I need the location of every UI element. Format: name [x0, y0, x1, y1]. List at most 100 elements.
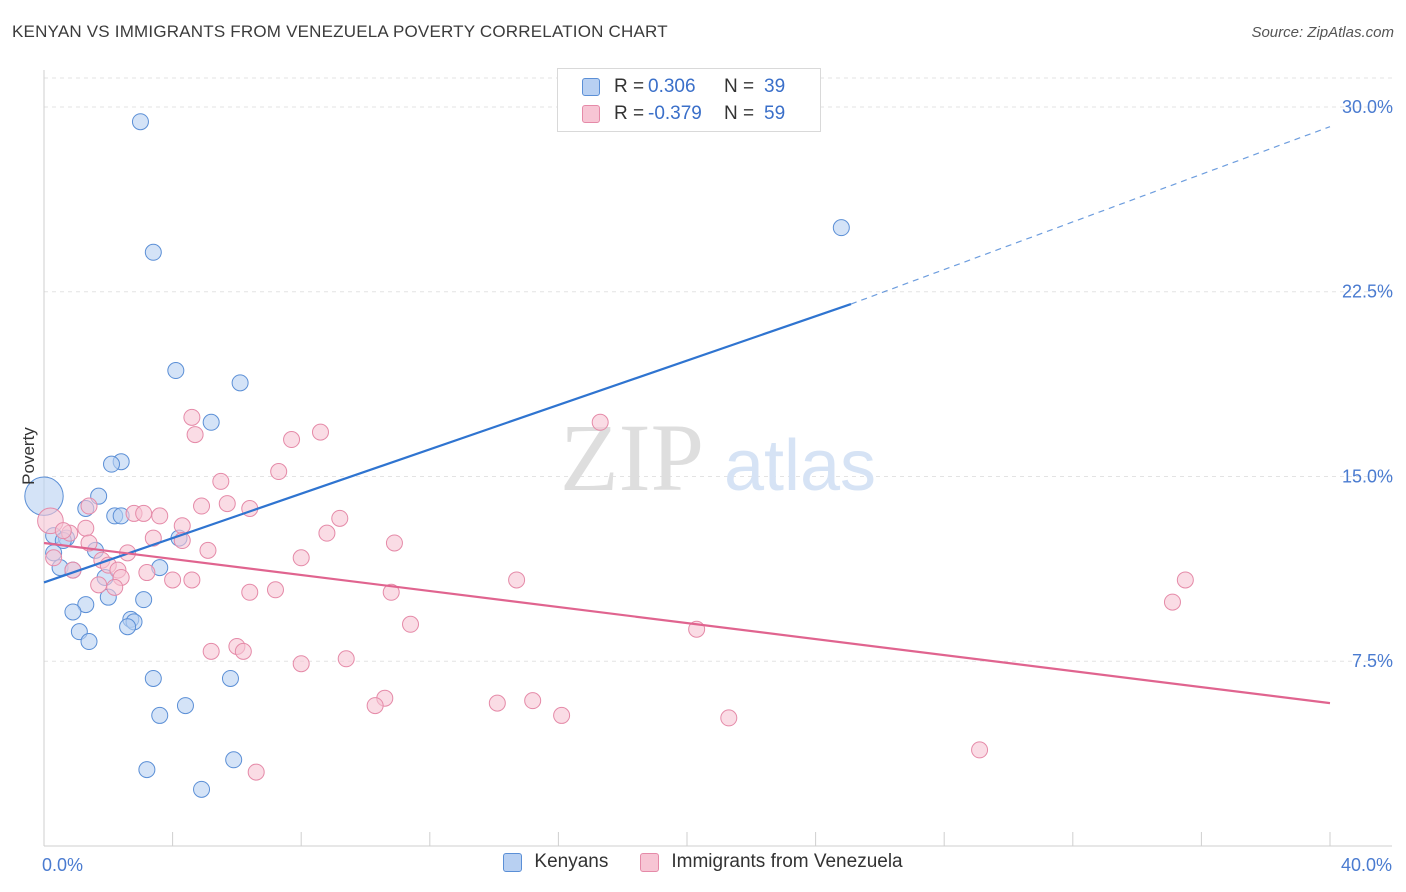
- point-kenyans: [167, 362, 185, 380]
- point-kenyans: [138, 761, 156, 779]
- point-venezuela: [292, 549, 310, 567]
- legend-n-label: N =: [724, 103, 755, 124]
- point-venezuela: [266, 581, 284, 599]
- legend-label-kenyans: Kenyans: [534, 851, 609, 872]
- point-venezuela: [366, 697, 384, 715]
- point-kenyans: [119, 618, 137, 636]
- point-venezuela: [138, 564, 156, 582]
- point-venezuela: [971, 741, 989, 759]
- point-venezuela: [164, 571, 182, 589]
- legend-n-value: 59: [764, 103, 786, 124]
- legend-label-venezuela: Immigrants from Venezuela: [671, 851, 903, 872]
- legend-n-value: 39: [764, 76, 786, 97]
- point-kenyans: [832, 219, 850, 237]
- y-axis-label: Poverty: [19, 427, 38, 485]
- point-venezuela: [144, 529, 162, 547]
- point-kenyans: [231, 374, 249, 392]
- point-kenyans: [151, 706, 169, 724]
- trend-lines: [43, 126, 1331, 705]
- point-venezuela: [193, 497, 211, 515]
- tick-labels: 7.5% 15.0% 22.5% 30.0% 0.0% 40.0%: [42, 97, 1393, 875]
- point-venezuela: [311, 423, 329, 441]
- point-venezuela: [553, 706, 571, 724]
- watermark-atlas: atlas: [724, 426, 876, 506]
- legend-row-kenyans: R = 0.306 N = 39: [582, 74, 785, 100]
- point-venezuela: [382, 583, 400, 601]
- point-venezuela: [283, 431, 301, 449]
- legend-r-label: R =: [614, 103, 645, 124]
- point-kenyans: [103, 455, 121, 473]
- point-kenyans: [131, 113, 149, 131]
- point-venezuela: [318, 524, 336, 542]
- point-venezuela: [202, 642, 220, 660]
- point-venezuela: [331, 509, 349, 527]
- point-venezuela: [402, 615, 420, 633]
- legend-swatch-kenyans: [582, 78, 600, 96]
- point-venezuela: [292, 655, 310, 673]
- legend-item-venezuela[interactable]: Immigrants from Venezuela: [640, 851, 903, 873]
- source-credit: Source: ZipAtlas.com: [1251, 24, 1394, 41]
- point-kenyans: [64, 603, 82, 621]
- point-venezuela: [508, 571, 526, 589]
- series-legend: Kenyans Immigrants from Venezuela: [0, 851, 1406, 873]
- point-venezuela: [247, 763, 265, 781]
- point-venezuela: [77, 519, 95, 537]
- trend-extension-kenyans: [850, 126, 1331, 305]
- trend-line-kenyans: [43, 302, 852, 584]
- legend-r-value: -0.379: [648, 103, 702, 124]
- y-tick-label: 22.5%: [1342, 282, 1393, 302]
- y-tick-label: 15.0%: [1342, 466, 1393, 486]
- point-venezuela: [1176, 571, 1194, 589]
- point-venezuela: [524, 692, 542, 710]
- point-venezuela: [337, 650, 355, 668]
- legend-r-value: 0.306: [648, 76, 696, 97]
- point-kenyans: [144, 243, 162, 261]
- trend-line-venezuela: [43, 541, 1331, 705]
- point-kenyans: [225, 751, 243, 769]
- axes: [43, 70, 1392, 847]
- legend-swatch-venezuela: [640, 852, 660, 872]
- point-venezuela: [151, 507, 169, 525]
- point-venezuela: [106, 578, 124, 596]
- point-venezuela: [488, 694, 506, 712]
- watermark: ZIP atlas: [560, 404, 876, 511]
- x-tick-label: 0.0%: [42, 855, 83, 875]
- point-venezuela: [385, 534, 403, 552]
- point-venezuela: [720, 709, 738, 727]
- legend-swatch-venezuela: [582, 105, 600, 123]
- point-venezuela: [183, 408, 201, 426]
- legend-r-label: R =: [614, 76, 645, 97]
- point-venezuela: [1163, 593, 1181, 611]
- point-venezuela: [270, 463, 288, 481]
- y-tick-label: 30.0%: [1342, 97, 1393, 117]
- point-kenyans: [77, 596, 95, 614]
- point-kenyans: [221, 669, 239, 687]
- y-tick-label: 7.5%: [1352, 651, 1393, 671]
- point-kenyans: [176, 697, 194, 715]
- point-venezuela: [54, 522, 72, 540]
- point-venezuela: [199, 541, 217, 559]
- point-kenyans: [135, 591, 153, 609]
- point-venezuela: [135, 504, 153, 522]
- point-venezuela: [218, 495, 236, 513]
- point-venezuela: [45, 549, 63, 567]
- watermark-zip: ZIP: [560, 404, 704, 511]
- legend-swatch-kenyans: [503, 852, 523, 872]
- point-kenyans: [144, 669, 162, 687]
- legend-item-kenyans[interactable]: Kenyans: [503, 851, 608, 873]
- point-venezuela: [212, 472, 230, 490]
- point-venezuela: [183, 571, 201, 589]
- point-venezuela: [186, 426, 204, 444]
- point-venezuela: [591, 413, 609, 431]
- legend-row-venezuela: R = -0.379 N = 59: [582, 101, 785, 127]
- point-kenyans: [202, 413, 220, 431]
- point-kenyans: [193, 780, 211, 798]
- legend-n-label: N =: [724, 76, 755, 97]
- point-venezuela: [241, 583, 259, 601]
- point-venezuela: [173, 517, 191, 535]
- x-tick-label: 40.0%: [1341, 855, 1392, 875]
- point-venezuela: [234, 642, 252, 660]
- point-kenyans: [80, 633, 98, 651]
- point-venezuela: [80, 497, 98, 515]
